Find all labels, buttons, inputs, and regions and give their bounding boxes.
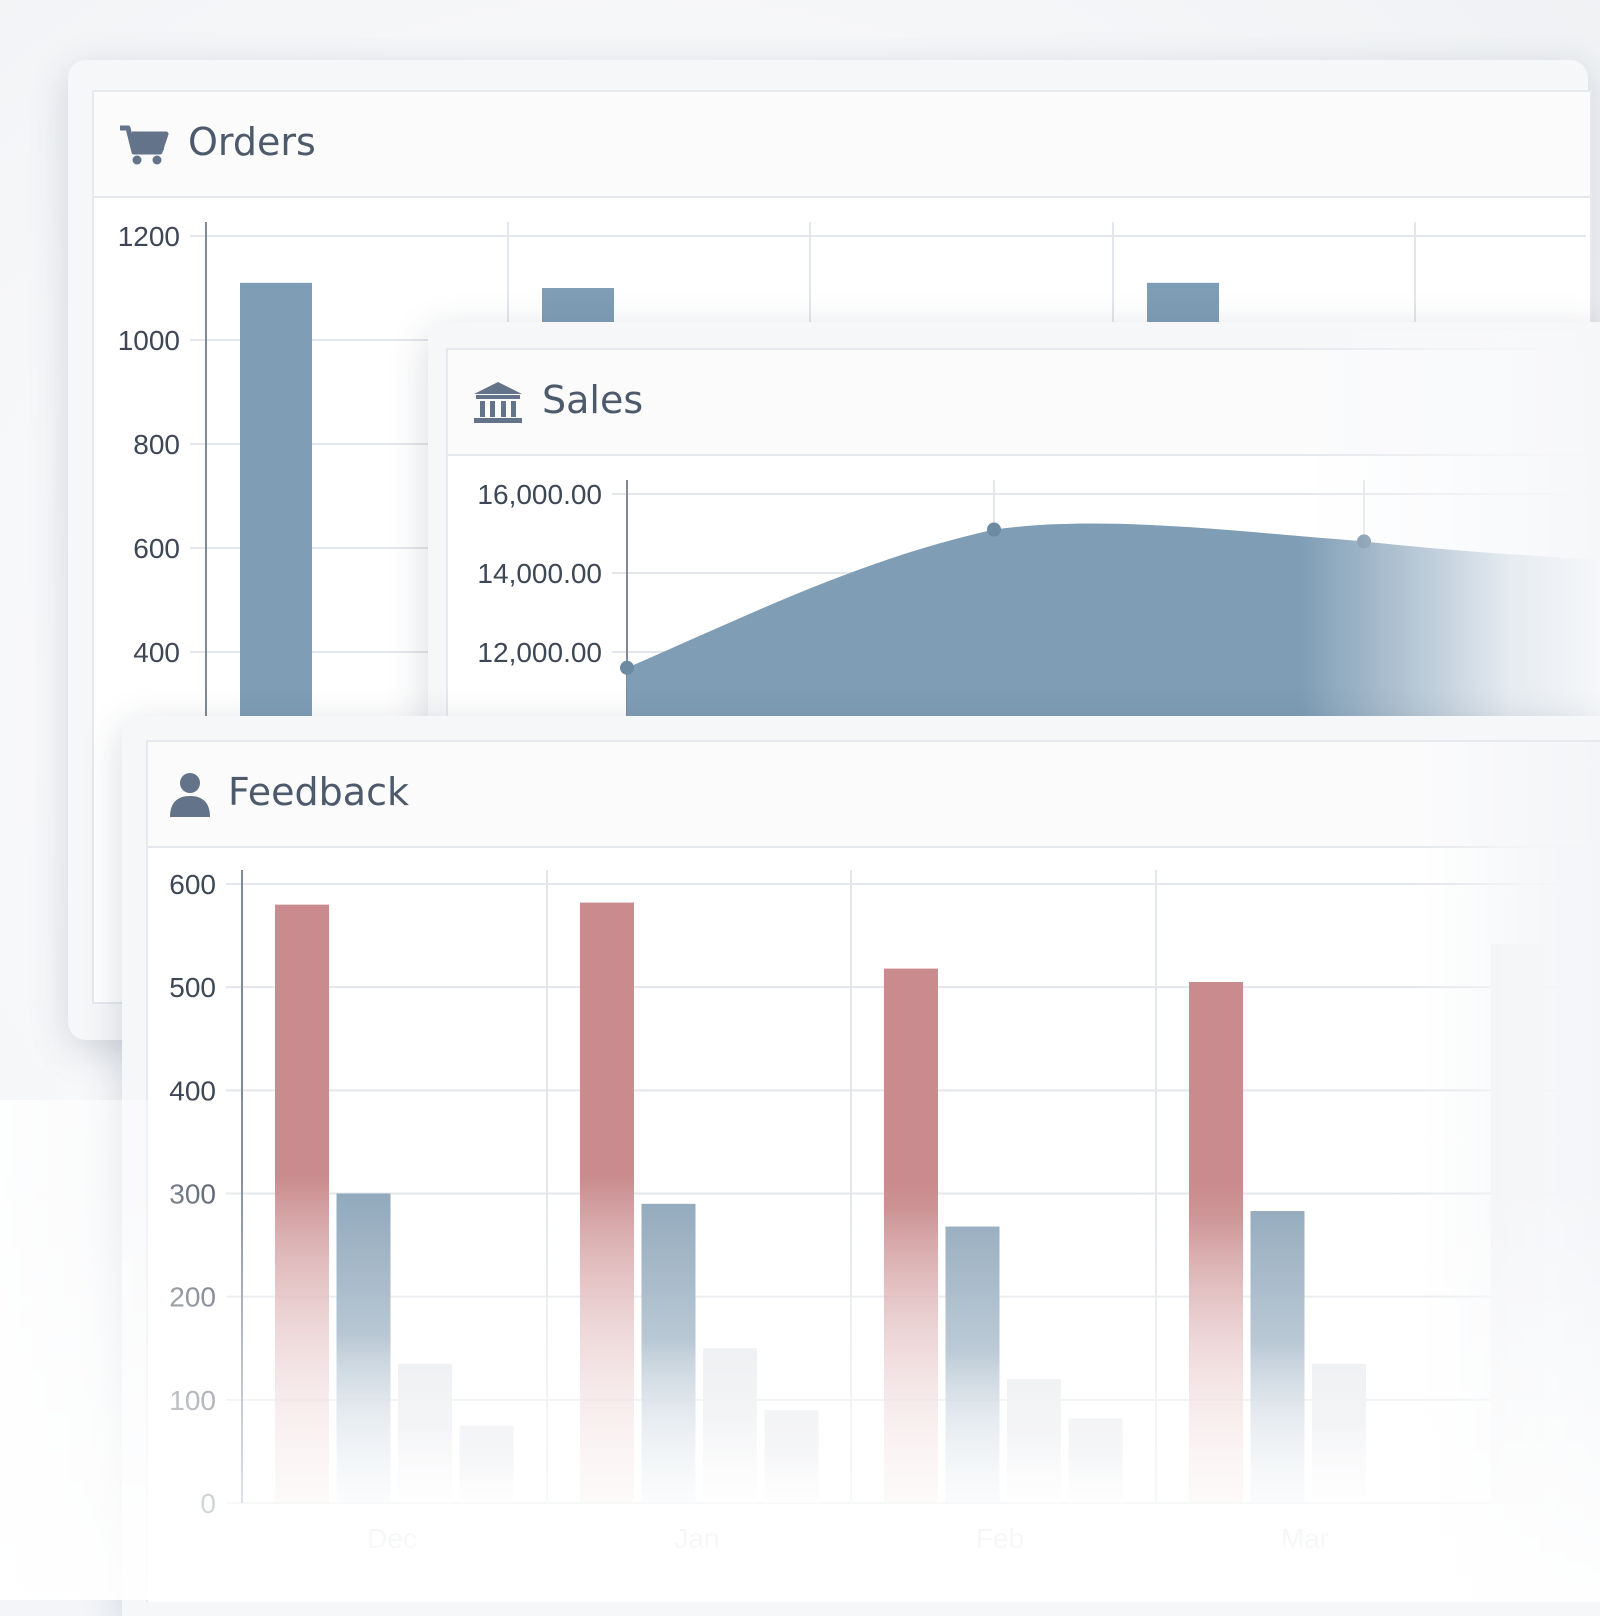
feedback-bar bbox=[641, 1203, 696, 1503]
orders-panel-header: Orders bbox=[94, 92, 1590, 198]
feedback-x-tick-label: Feb bbox=[976, 1523, 1024, 1554]
sales-point bbox=[987, 522, 1001, 537]
feedback-bar bbox=[459, 1425, 514, 1503]
feedback-title: Feedback bbox=[228, 770, 409, 814]
sales-point bbox=[620, 660, 634, 675]
sales-y-tick-label: 12,000.00 bbox=[477, 637, 602, 668]
feedback-y-tick-label: 400 bbox=[169, 1075, 216, 1106]
feedback-bar bbox=[1007, 1379, 1061, 1503]
orders-y-tick-label: 600 bbox=[133, 533, 180, 564]
feedback-bar bbox=[945, 1226, 1000, 1503]
feedback-y-tick-label: 0 bbox=[200, 1488, 216, 1519]
feedback-y-tick-label: 600 bbox=[169, 869, 216, 900]
shopping-cart-icon bbox=[120, 125, 169, 165]
feedback-bar bbox=[580, 902, 634, 1503]
feedback-x-tick-label: Jan bbox=[674, 1523, 719, 1554]
orders-y-tick-label: 400 bbox=[133, 637, 180, 668]
feedback-bar bbox=[275, 904, 329, 1503]
feedback-y-tick-label: 100 bbox=[169, 1385, 216, 1416]
orders-y-tick-label: 800 bbox=[133, 429, 180, 460]
sales-title: Sales bbox=[542, 378, 644, 422]
feedback-y-tick-label: 500 bbox=[169, 972, 216, 1003]
feedback-bar bbox=[1312, 1363, 1366, 1503]
feedback-bar bbox=[398, 1363, 452, 1503]
feedback-x-tick-label: Mar bbox=[1281, 1523, 1329, 1554]
feedback-panel-header: Feedback bbox=[148, 742, 1600, 848]
feedback-bar bbox=[1189, 982, 1243, 1503]
sales-y-tick-label: 14,000.00 bbox=[477, 558, 602, 589]
feedback-bar-faded bbox=[1491, 943, 1545, 1503]
feedback-bar bbox=[1250, 1211, 1305, 1503]
orders-bar bbox=[240, 282, 312, 718]
feedback-bar bbox=[1068, 1418, 1123, 1503]
feedback-bar bbox=[336, 1193, 391, 1503]
user-icon bbox=[170, 773, 210, 817]
feedback-y-tick-label: 200 bbox=[169, 1282, 216, 1313]
orders-y-tick-label: 1000 bbox=[118, 325, 180, 356]
orders-title: Orders bbox=[188, 120, 316, 164]
feedback-bar bbox=[703, 1348, 757, 1503]
orders-y-tick-label: 1200 bbox=[118, 221, 180, 252]
feedback-bar bbox=[764, 1410, 819, 1503]
feedback-bar bbox=[884, 968, 938, 1503]
sales-y-tick-label: 16,000.00 bbox=[477, 479, 602, 510]
feedback-x-tick-label: Dec bbox=[367, 1523, 417, 1554]
bank-icon bbox=[474, 382, 522, 423]
feedback-y-tick-label: 300 bbox=[169, 1179, 216, 1210]
